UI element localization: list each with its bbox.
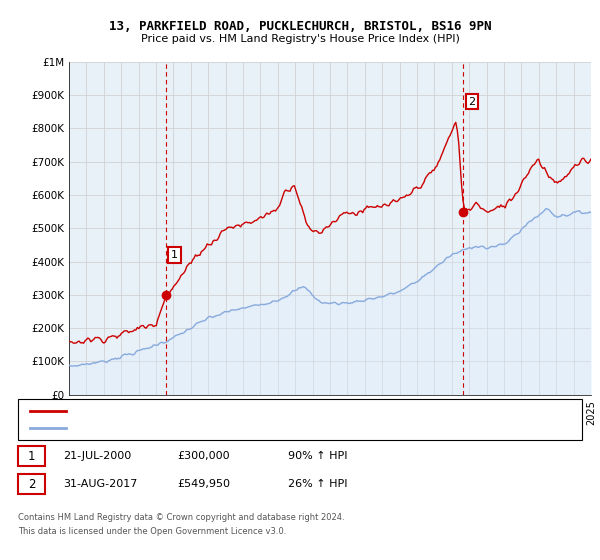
- Text: 2: 2: [469, 97, 476, 106]
- Text: 31-AUG-2017: 31-AUG-2017: [63, 479, 137, 489]
- Text: 1: 1: [28, 450, 35, 463]
- Text: £549,950: £549,950: [177, 479, 230, 489]
- Text: 2: 2: [28, 478, 35, 491]
- Text: HPI: Average price, detached house, South Gloucestershire: HPI: Average price, detached house, Sout…: [75, 423, 384, 433]
- Text: This data is licensed under the Open Government Licence v3.0.: This data is licensed under the Open Gov…: [18, 528, 286, 536]
- Text: 1: 1: [171, 250, 178, 260]
- Text: 13, PARKFIELD ROAD, PUCKLECHURCH, BRISTOL, BS16 9PN: 13, PARKFIELD ROAD, PUCKLECHURCH, BRISTO…: [109, 20, 491, 32]
- Text: Contains HM Land Registry data © Crown copyright and database right 2024.: Contains HM Land Registry data © Crown c…: [18, 514, 344, 522]
- Text: 90% ↑ HPI: 90% ↑ HPI: [288, 451, 347, 461]
- Text: 21-JUL-2000: 21-JUL-2000: [63, 451, 131, 461]
- Text: 13, PARKFIELD ROAD, PUCKLECHURCH, BRISTOL, BS16 9PN (detached house): 13, PARKFIELD ROAD, PUCKLECHURCH, BRISTO…: [75, 405, 478, 416]
- Text: 26% ↑ HPI: 26% ↑ HPI: [288, 479, 347, 489]
- Text: £300,000: £300,000: [177, 451, 230, 461]
- Text: Price paid vs. HM Land Registry's House Price Index (HPI): Price paid vs. HM Land Registry's House …: [140, 34, 460, 44]
